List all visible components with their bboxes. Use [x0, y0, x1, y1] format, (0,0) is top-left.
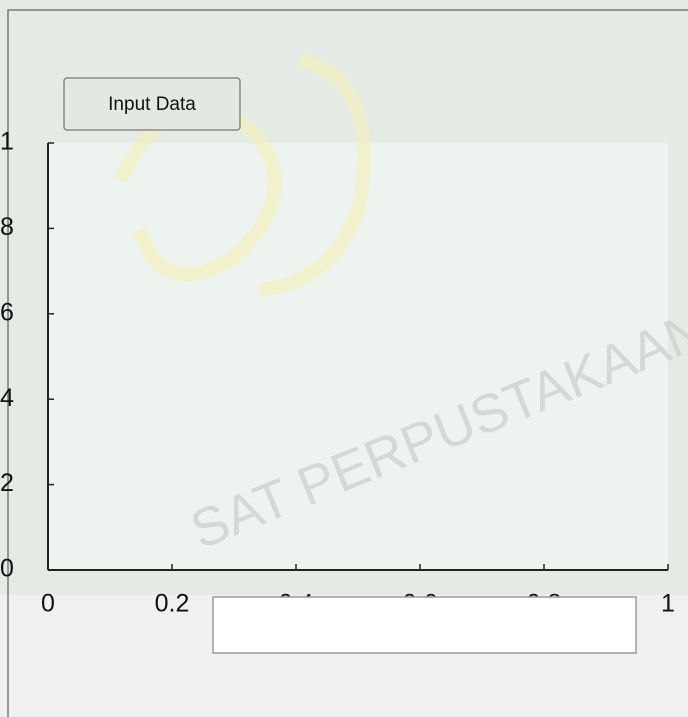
- panel-border: [7, 9, 688, 717]
- x-tick-label: 0.2: [155, 590, 190, 618]
- input-data-button[interactable]: [63, 77, 241, 131]
- x-tick-label: 0: [41, 590, 55, 618]
- y-tick-label: 6: [0, 298, 14, 326]
- button-label[interactable]: Input Data: [108, 94, 196, 115]
- y-tick-label: 1: [0, 128, 14, 156]
- y-tick-label: 4: [0, 384, 14, 412]
- y-tick-label: 0: [0, 555, 14, 583]
- y-tick-label: 2: [0, 469, 14, 497]
- y-tick-label: 8: [0, 213, 14, 241]
- x-tick-label: 1: [661, 590, 675, 618]
- text-box[interactable]: [212, 596, 637, 654]
- axes: [47, 142, 669, 571]
